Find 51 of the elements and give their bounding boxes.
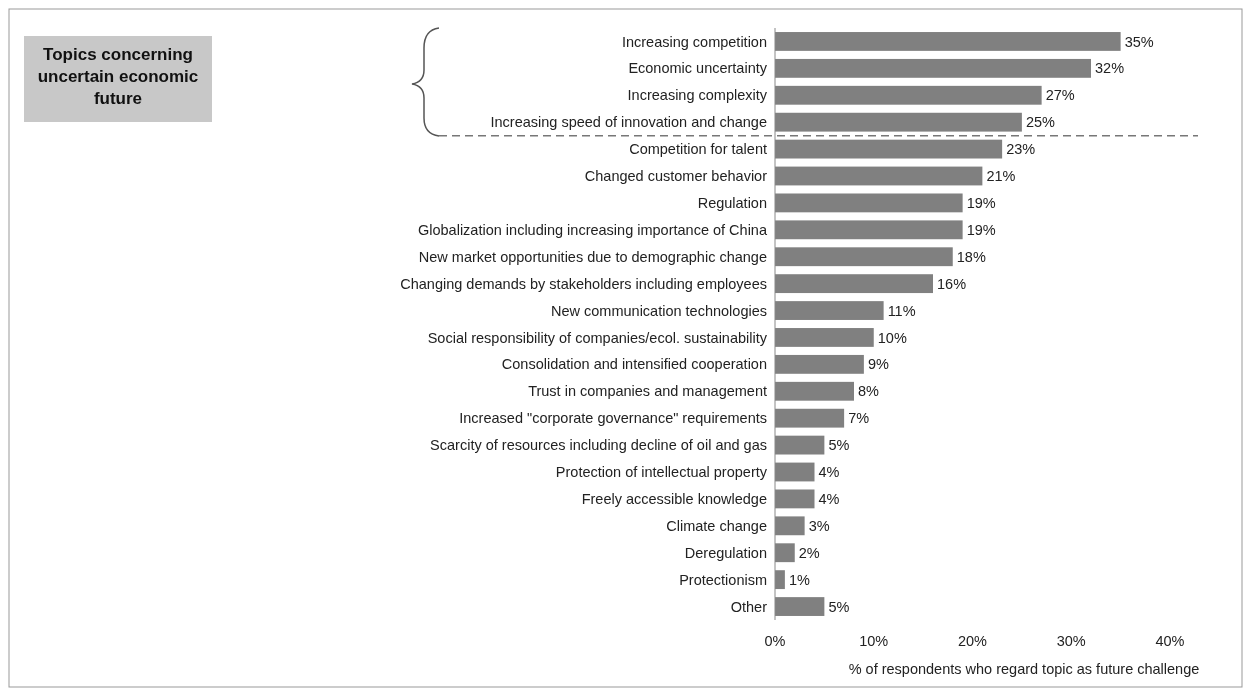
y-tick-label: Consolidation and intensified cooperation	[501, 356, 767, 373]
data-label: 8%	[858, 383, 880, 400]
y-tick-label: Changing demands by stakeholders including employees	[400, 275, 767, 292]
data-label: 19%	[966, 194, 996, 211]
x-tick-label: 40%	[1155, 633, 1185, 649]
data-label: 7%	[848, 410, 870, 427]
y-tick-label: Increasing complexity	[627, 87, 768, 104]
data-label: 16%	[937, 275, 967, 292]
y-tick-label: Competition for talent	[629, 141, 767, 158]
y-tick-label: Globalization including increasing importance of China	[417, 221, 768, 238]
y-tick-label: Other	[730, 598, 768, 615]
data-label: 4%	[818, 464, 840, 481]
y-tick-label: Social responsibility of companies/ecol. sustainability	[427, 329, 768, 346]
y-tick-label: New market opportunities due to demographic change	[418, 248, 767, 265]
data-label: 4%	[818, 490, 840, 507]
data-label: 10%	[877, 329, 907, 346]
y-tick-label: Increased "corporate governance" requirements	[459, 410, 767, 427]
y-tick-label: Protection of intellectual property	[555, 464, 768, 481]
data-label: 3%	[808, 517, 830, 534]
x-axis-title: % of respondents who regard topic as future challenge	[848, 661, 1200, 677]
data-label: 5%	[828, 437, 850, 454]
data-label: 5%	[828, 598, 850, 615]
data-label: 18%	[956, 248, 986, 265]
y-tick-label: Trust in companies and management	[528, 383, 767, 400]
data-label: 23%	[1006, 141, 1036, 158]
data-label: 32%	[1095, 60, 1125, 77]
y-tick-label: Climate change	[666, 517, 767, 534]
data-label: 9%	[867, 356, 889, 373]
x-tick-label: 20%	[957, 633, 988, 649]
y-tick-label: New communication technologies	[551, 302, 767, 319]
y-tick-label: Scarcity of resources including decline of oil and gas	[430, 437, 767, 454]
data-label: 25%	[1025, 114, 1055, 131]
data-label: 11%	[887, 302, 916, 319]
y-tick-label: Protectionism	[679, 571, 767, 588]
data-label: 2%	[798, 544, 820, 561]
y-tick-label: Economic uncertainty	[628, 60, 768, 77]
data-label: 1%	[788, 571, 810, 588]
y-tick-label: Increasing competition	[621, 33, 767, 50]
data-label: 35%	[1124, 33, 1154, 50]
x-tick-label: 10%	[859, 633, 889, 649]
data-label: 21%	[986, 168, 1016, 185]
y-tick-label: Deregulation	[684, 544, 767, 561]
y-tick-label: Freely accessible knowledge	[581, 490, 767, 507]
y-tick-label: Increasing speed of innovation and change	[490, 114, 767, 131]
x-tick-label: 0%	[764, 633, 786, 649]
y-tick-label: Regulation	[697, 194, 767, 211]
text: Topics concerning uncertain economic future	[37, 45, 199, 108]
data-label: 27%	[1045, 87, 1075, 104]
y-tick-label: Changed customer behavior	[584, 168, 768, 185]
x-tick-label: 30%	[1056, 633, 1086, 649]
data-label: 19%	[966, 221, 996, 238]
